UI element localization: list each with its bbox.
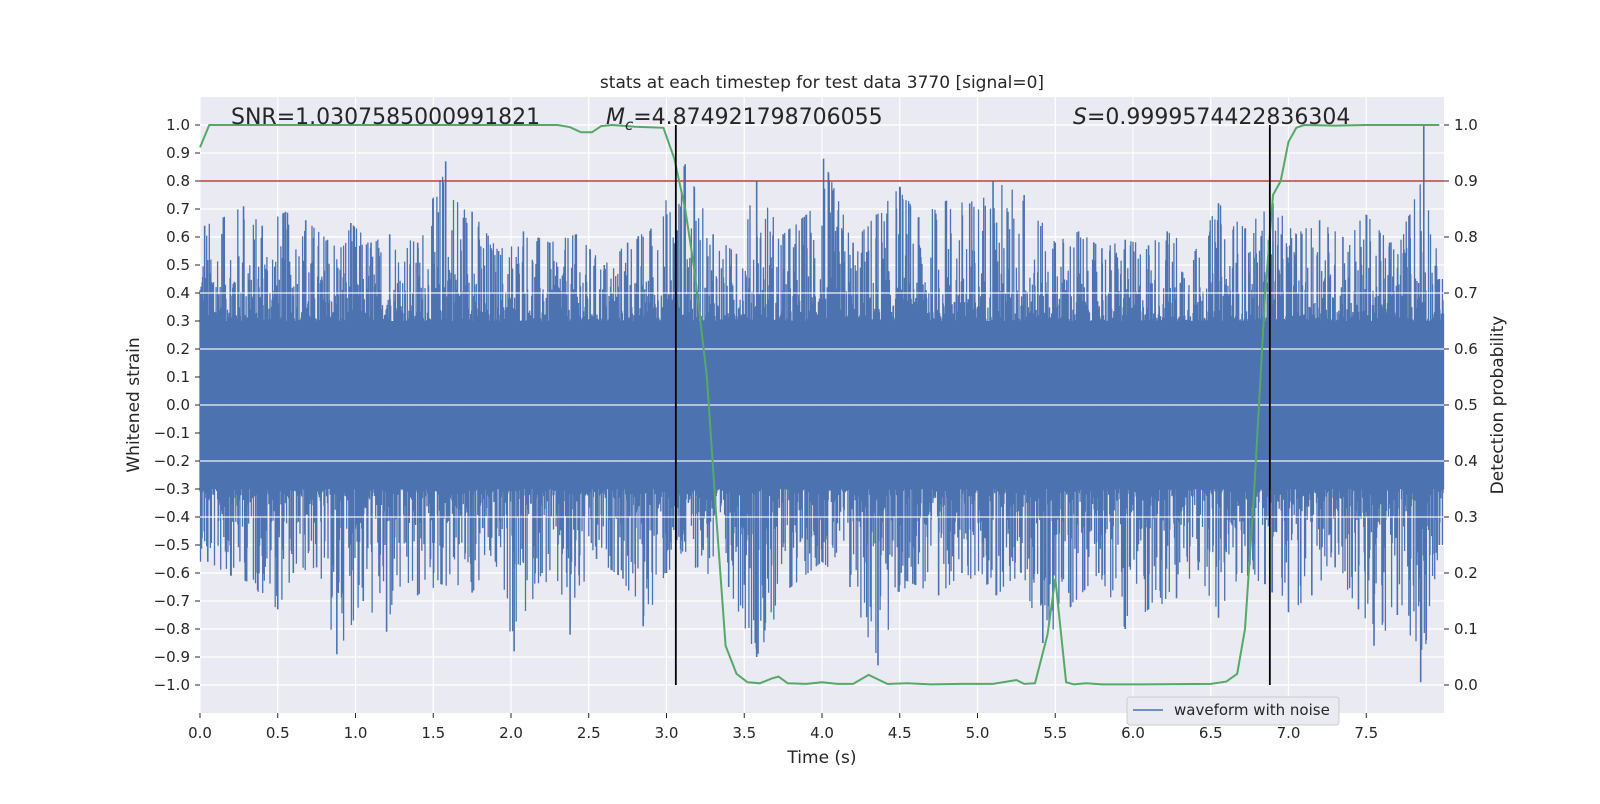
- x-tick-label: 3.5: [732, 724, 756, 742]
- y-tick-label-left: −0.2: [154, 452, 190, 470]
- y-tick-label-left: −0.5: [154, 536, 190, 554]
- y-tick-label-left: 0.0: [166, 396, 190, 414]
- y-tick-label-left: −0.6: [154, 564, 190, 582]
- x-tick-label: 6.0: [1121, 724, 1145, 742]
- legend-box: [1126, 696, 1340, 726]
- y-tick-label-left: 0.3: [166, 312, 190, 330]
- y-tick-label-right: 0.9: [1454, 172, 1478, 190]
- chirp-mass-value: =4.874921798706055: [633, 105, 882, 130]
- y-tick-label-left: 1.0: [166, 116, 190, 134]
- x-tick-label: 0.0: [188, 724, 212, 742]
- x-tick-label: 4.0: [810, 724, 834, 742]
- y-tick-label-left: −1.0: [154, 676, 190, 694]
- s-symbol: S: [1073, 105, 1087, 130]
- x-tick-label: 3.0: [655, 724, 679, 742]
- legend-label-waveform: waveform with noise: [1174, 701, 1330, 719]
- y-tick-label-right: 0.1: [1454, 620, 1478, 638]
- x-tick-label: 5.5: [1043, 724, 1067, 742]
- y-tick-label-right: 0.0: [1454, 676, 1478, 694]
- snr-annotation: SNR=1.0307585000991821: [231, 105, 540, 130]
- x-axis-label: Time (s): [786, 748, 856, 768]
- y-tick-label-left: 0.7: [166, 200, 190, 218]
- y-tick-label-right: 0.3: [1454, 508, 1478, 526]
- x-tick-label: 2.0: [499, 724, 523, 742]
- y-tick-label-right: 0.7: [1454, 284, 1478, 302]
- x-tick-label: 7.0: [1277, 724, 1301, 742]
- chirp-mass-symbol: M: [606, 105, 625, 130]
- x-tick-label: 0.5: [266, 724, 290, 742]
- y-tick-label-left: −0.1: [154, 424, 190, 442]
- y-tick-label-left: −0.3: [154, 480, 190, 498]
- y-axis-label-right: Detection probability: [1488, 316, 1508, 495]
- y-tick-label-left: 0.4: [166, 284, 190, 302]
- y-tick-label-right: 0.8: [1454, 228, 1478, 246]
- y-tick-label-left: 0.1: [166, 368, 190, 386]
- y-tick-label-right: 0.5: [1454, 396, 1478, 414]
- y-tick-label-left: 0.8: [166, 172, 190, 190]
- y-tick-label-right: 1.0: [1454, 116, 1478, 134]
- legend: waveform with noise: [1126, 696, 1340, 726]
- y-tick-label-left: −0.8: [154, 620, 190, 638]
- x-tick-label: 4.5: [888, 724, 912, 742]
- waveform-layer: [199, 125, 1445, 683]
- vline-layer: [674, 125, 1271, 685]
- y-tick-label-left: −0.9: [154, 648, 190, 666]
- s-annotation: S=0.9999574422836304: [1073, 105, 1350, 130]
- probability-line: [199, 123, 1440, 686]
- chirp-mass-annotation: Mc=4.874921798706055: [606, 105, 883, 134]
- y-axis-label-left: Whitened strain: [124, 337, 144, 472]
- y-tick-label-left: 0.2: [166, 340, 190, 358]
- x-tick-label: 5.0: [966, 724, 990, 742]
- chirp-mass-subscript: c: [625, 116, 634, 134]
- y-tick-label-left: −0.7: [154, 592, 190, 610]
- y-tick-label-right: 0.6: [1454, 340, 1478, 358]
- x-tick-label: 1.0: [344, 724, 368, 742]
- chart-title: stats at each timestep for test data 377…: [600, 73, 1044, 93]
- x-tick-label: 6.5: [1199, 724, 1223, 742]
- y-tick-label-left: −0.4: [154, 508, 190, 526]
- s-value: =0.9999574422836304: [1087, 105, 1350, 130]
- y-tick-label-right: 0.4: [1454, 452, 1478, 470]
- ticks-layer: 0.0 0.5 1.0 1.5 2.0 2.5 3.0 3.5 4.0 4.5 5.0 5.5 6.0 6…: [154, 116, 1478, 742]
- y-tick-label-left: 0.9: [166, 144, 190, 162]
- x-tick-label: 7.5: [1354, 724, 1378, 742]
- y-tick-label-right: 0.2: [1454, 564, 1478, 582]
- probability-layer: [199, 123, 1440, 686]
- y-tick-label-left: 0.5: [166, 256, 190, 274]
- y-tick-label-left: 0.6: [166, 228, 190, 246]
- x-tick-label: 2.5: [577, 724, 601, 742]
- x-tick-label: 1.5: [421, 724, 445, 742]
